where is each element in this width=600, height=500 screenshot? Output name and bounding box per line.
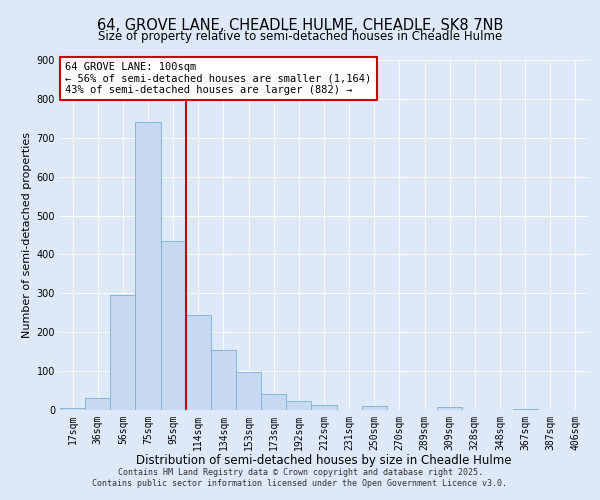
- Text: Contains HM Land Registry data © Crown copyright and database right 2025.
Contai: Contains HM Land Registry data © Crown c…: [92, 468, 508, 487]
- Bar: [261, 394, 286, 410]
- Text: 64, GROVE LANE, CHEADLE HULME, CHEADLE, SK8 7NB: 64, GROVE LANE, CHEADLE HULME, CHEADLE, …: [97, 18, 503, 32]
- Bar: [362, 406, 387, 410]
- Bar: [236, 372, 261, 410]
- Bar: [161, 241, 186, 410]
- Bar: [437, 408, 462, 410]
- Bar: [286, 402, 311, 410]
- Text: Size of property relative to semi-detached houses in Cheadle Hulme: Size of property relative to semi-detach…: [98, 30, 502, 43]
- Bar: [311, 406, 337, 410]
- Bar: [136, 122, 161, 410]
- Y-axis label: Number of semi-detached properties: Number of semi-detached properties: [22, 132, 32, 338]
- Bar: [85, 398, 110, 410]
- Text: 64 GROVE LANE: 100sqm
← 56% of semi-detached houses are smaller (1,164)
43% of s: 64 GROVE LANE: 100sqm ← 56% of semi-deta…: [65, 62, 371, 95]
- X-axis label: Distribution of semi-detached houses by size in Cheadle Hulme: Distribution of semi-detached houses by …: [136, 454, 512, 468]
- Bar: [110, 296, 136, 410]
- Bar: [60, 408, 85, 410]
- Bar: [512, 409, 538, 410]
- Bar: [186, 314, 211, 410]
- Bar: [211, 350, 236, 410]
